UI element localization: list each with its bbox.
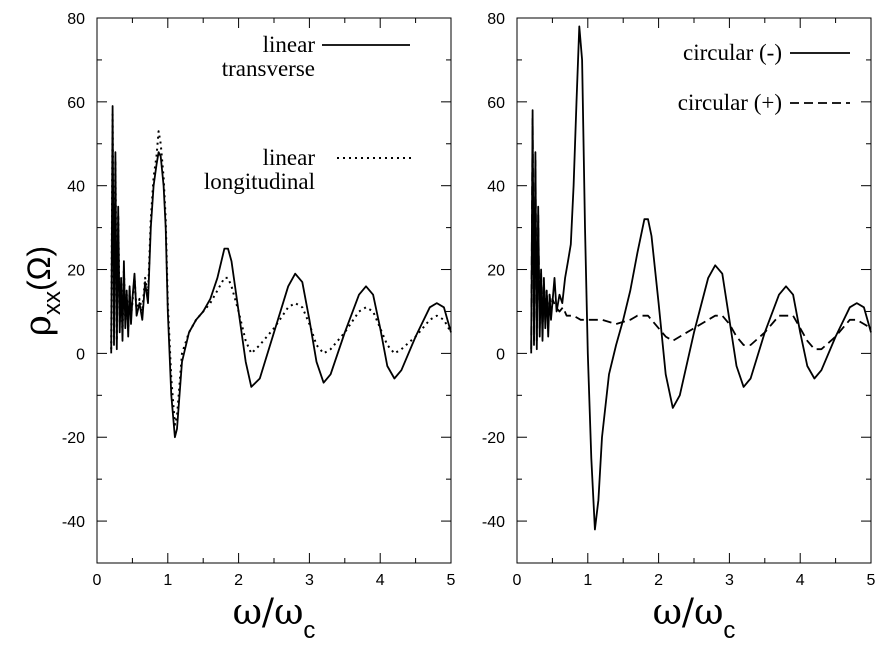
right-legend-label-0: circular (-) [683, 40, 782, 65]
right-y-tick-label-5: 60 [487, 95, 505, 112]
left-y-tick-label-3: 20 [67, 263, 85, 280]
left-y-tick-label-2: 0 [76, 346, 85, 363]
left-legend-label-0-line-1: transverse [222, 56, 315, 81]
y-axis-label-main: ρ [18, 315, 59, 336]
right-y-tick-label-4: 40 [487, 179, 505, 196]
left-plot-frame [96, 17, 452, 564]
right-y-tick-label-2: 0 [496, 346, 505, 363]
left-x-tick-label-1: 1 [163, 572, 172, 589]
y-axis-label: ρxx(Ω) [18, 246, 66, 336]
left-legend-label-1-line-0: linear [263, 145, 316, 170]
left-x-tick-label-0: 0 [93, 572, 102, 589]
right-plot-area: 0 1 2 3 4 5 -40 -20 0 20 40 60 80 circular (-) circula… [482, 11, 875, 589]
left-x-tick-label-3: 3 [305, 572, 314, 589]
right-x-tick-label-2: 2 [654, 572, 663, 589]
left-legend-label-1: linear longitudinal [204, 145, 316, 194]
right-x-tick-label-3: 3 [725, 572, 734, 589]
right-legend-label-1-line-0: circular (+) [678, 90, 782, 115]
right-x-tick-label-0: 0 [513, 572, 522, 589]
left-y-tick-label-0: -40 [62, 514, 85, 531]
right-series-1-line [530, 117, 872, 351]
y-axis-label-sub: xx [39, 291, 66, 315]
x-axis-label-right-main: ω/ω [653, 592, 724, 633]
svg-text:ρxx(Ω): ρxx(Ω) [18, 246, 66, 336]
left-x-tick-label-4: 4 [376, 572, 385, 589]
svg-text:ω/ωc: ω/ωc [653, 592, 736, 644]
right-x-tick-label-1: 1 [583, 572, 592, 589]
x-axis-label-left-sub: c [303, 617, 315, 644]
x-axis-label-left: ω/ωc [233, 592, 316, 644]
svg-text:ω/ωc: ω/ωc [233, 592, 316, 644]
y-axis-label-unit: (Ω) [21, 246, 57, 291]
left-series-0-line [110, 105, 452, 439]
left-series-1-line [110, 113, 452, 426]
left-legend-label-0-line-0: linear [263, 32, 316, 57]
x-axis-label-right-sub: c [723, 617, 735, 644]
right-panel: 0 1 2 3 4 5 -40 -20 0 20 40 60 80 circular (-) circula… [482, 11, 875, 589]
right-y-tick-label-1: -20 [482, 430, 505, 447]
left-y-tick-label-1: -20 [62, 430, 85, 447]
left-y-tick-label-5: 60 [67, 95, 85, 112]
right-y-tick-label-0: -40 [482, 514, 505, 531]
right-x-tick-label-4: 4 [796, 572, 805, 589]
right-y-tick-label-6: 80 [487, 11, 505, 28]
left-y-tick-label-4: 40 [67, 179, 85, 196]
right-legend-label-0-line-0: circular (-) [683, 40, 782, 65]
right-legend-label-1: circular (+) [678, 90, 782, 115]
left-y-tick-label-6: 80 [67, 11, 85, 28]
x-axis-label-right: ω/ωc [653, 592, 736, 644]
left-legend-label-1-line-1: longitudinal [204, 169, 315, 194]
right-y-tick-label-3: 20 [487, 263, 505, 280]
right-x-tick-label-5: 5 [867, 572, 875, 589]
x-axis-label-left-main: ω/ω [233, 592, 304, 633]
left-x-tick-label-5: 5 [447, 572, 456, 589]
left-x-tick-label-2: 2 [234, 572, 243, 589]
left-legend-label-0: linear transverse [222, 32, 316, 81]
